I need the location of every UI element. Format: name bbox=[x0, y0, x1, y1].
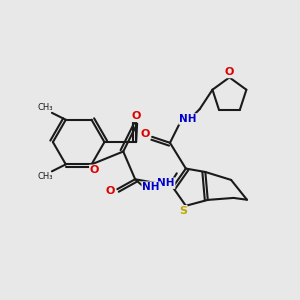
Text: O: O bbox=[225, 68, 234, 77]
Text: S: S bbox=[179, 206, 187, 216]
Text: CH₃: CH₃ bbox=[37, 103, 53, 112]
Text: NH: NH bbox=[142, 182, 160, 192]
Text: O: O bbox=[90, 165, 99, 175]
Text: CH₃: CH₃ bbox=[37, 172, 53, 181]
Text: O: O bbox=[131, 111, 141, 121]
Text: O: O bbox=[106, 186, 115, 196]
Text: O: O bbox=[140, 129, 150, 139]
Text: NH: NH bbox=[157, 178, 175, 188]
Text: NH: NH bbox=[179, 114, 196, 124]
